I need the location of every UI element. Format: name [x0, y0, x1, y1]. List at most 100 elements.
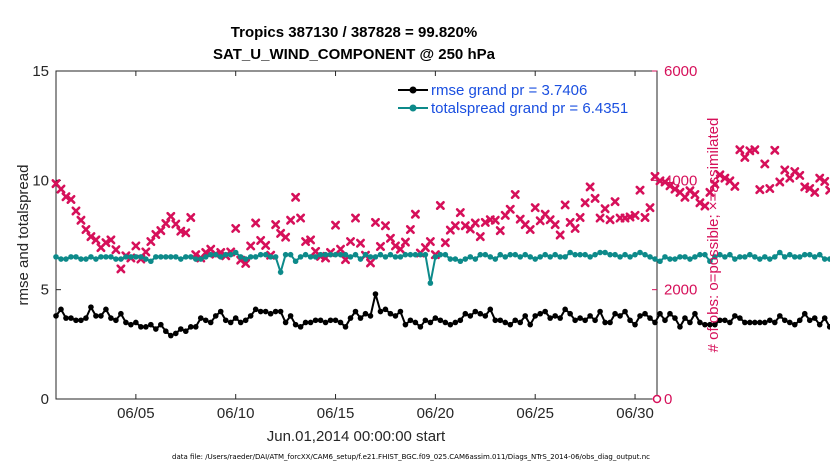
totalspread-point — [257, 251, 264, 258]
assimilated-point — [296, 213, 306, 223]
assimilated-point — [480, 217, 490, 227]
totalspread-point — [816, 251, 823, 258]
rmse-point — [347, 315, 354, 321]
rmse-point — [317, 317, 324, 324]
totalspread-point — [367, 254, 374, 260]
rmse-point — [212, 313, 219, 319]
totalspread-point — [587, 254, 593, 260]
totalspread-point — [537, 254, 543, 260]
rmse-point — [277, 308, 284, 315]
assimilated-point — [286, 215, 296, 225]
totalspread-point — [422, 251, 429, 258]
rmse-point — [791, 321, 798, 328]
rmse-point — [457, 317, 464, 324]
rmse-point — [417, 324, 424, 330]
rmse-point — [572, 317, 578, 324]
rmse-point — [78, 317, 84, 324]
assimilated-point — [101, 238, 111, 248]
totalspread-point — [657, 258, 663, 265]
rmse-point — [207, 319, 214, 326]
rmse-point — [617, 313, 623, 319]
rmse-point — [507, 321, 514, 328]
totalspread-point — [148, 258, 154, 265]
rmse-point — [88, 304, 94, 310]
rmse-point — [462, 310, 469, 317]
y-tick-label-left: 10 — [32, 172, 49, 189]
rmse-point — [762, 319, 768, 326]
x-tick-label: 06/05 — [117, 405, 155, 422]
assimilated-point — [750, 145, 760, 155]
rmse-point — [182, 328, 189, 335]
totalspread-point — [767, 256, 773, 262]
totalspread-point — [163, 254, 169, 260]
assimilated-point — [161, 219, 171, 229]
rmse-point — [357, 315, 364, 321]
rmse-point — [587, 313, 593, 319]
legend-spread-marker — [409, 104, 417, 112]
totalspread-point — [138, 254, 144, 260]
rmse-point — [222, 317, 229, 324]
totalspread-point — [692, 254, 698, 260]
totalspread-point — [342, 251, 349, 258]
totalspread-point — [622, 251, 628, 258]
rmse-point — [267, 310, 274, 317]
assimilated-point — [440, 238, 450, 248]
y-tick-label-left: 0 — [41, 391, 49, 408]
assimilated-point — [600, 204, 610, 214]
assimilated-point — [141, 247, 151, 257]
assimilated-point — [171, 219, 181, 229]
totalspread-point — [68, 254, 74, 260]
rmse-point — [747, 319, 753, 326]
rmse-point — [187, 324, 194, 330]
totalspread-point — [557, 254, 563, 260]
totalspread-point — [277, 269, 284, 275]
assimilated-point — [271, 220, 281, 230]
totalspread-point — [397, 254, 404, 260]
rmse-point — [282, 319, 289, 326]
rmse-point — [592, 317, 598, 324]
totalspread-point — [572, 251, 578, 258]
rmse-point — [806, 317, 813, 324]
totalspread-point — [222, 251, 229, 258]
totalspread-point — [507, 251, 514, 258]
totalspread-point — [482, 251, 489, 258]
rmse-point — [128, 321, 134, 328]
assimilated-point — [331, 220, 341, 230]
totalspread-point — [158, 254, 164, 260]
totalspread-point — [442, 251, 449, 258]
totalspread-point — [697, 251, 703, 258]
assimilated-point — [450, 221, 460, 231]
rmse-point — [547, 315, 553, 321]
assimilated-point — [690, 190, 700, 200]
rmse-point — [637, 313, 643, 319]
assimilated-point — [825, 185, 830, 195]
rmse-point — [757, 319, 763, 326]
totalspread-point — [212, 251, 219, 258]
rmse-point — [427, 319, 434, 326]
totalspread-point — [267, 254, 274, 260]
totalspread-point — [612, 251, 618, 258]
rmse-point — [811, 315, 818, 321]
assimilated-point — [505, 204, 515, 214]
totalspread-point — [322, 251, 329, 258]
rmse-point — [342, 324, 349, 330]
rmse-point — [467, 313, 474, 319]
rmse-point — [577, 315, 583, 321]
assimilated-markers — [51, 145, 830, 404]
totalspread-point — [113, 256, 119, 262]
assimilated-point — [705, 187, 715, 197]
totalspread-point — [582, 251, 588, 258]
totalspread-series — [53, 249, 830, 286]
assimilated-point — [645, 203, 655, 213]
rmse-point — [337, 319, 344, 326]
totalspread-point — [272, 254, 279, 260]
totalspread-point — [372, 254, 379, 260]
rmse-point — [158, 321, 164, 328]
totalspread-point — [377, 251, 384, 258]
totalspread-point — [73, 254, 79, 260]
assimilated-point — [795, 170, 805, 180]
totalspread-point — [362, 251, 369, 258]
legend-rmse-marker — [409, 86, 417, 94]
rmse-point — [232, 315, 239, 321]
rmse-point — [512, 317, 519, 324]
